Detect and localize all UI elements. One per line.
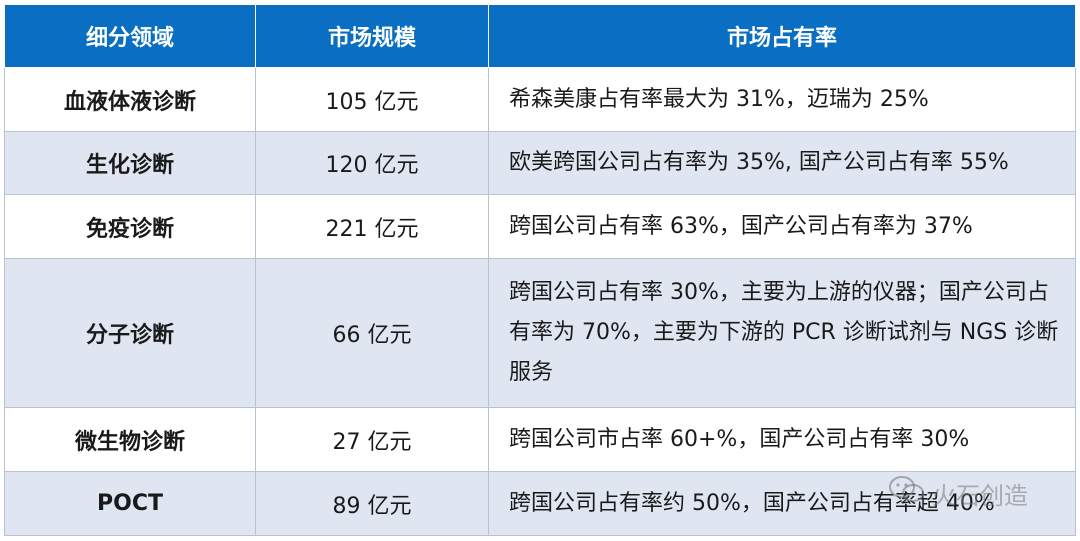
row-field: 分子诊断 (4, 258, 256, 408)
wechat-icon (888, 474, 932, 512)
row-size: 120 亿元 (255, 131, 489, 195)
row-share: 跨国公司占有率 63%，国产公司占有率为 37% (488, 194, 1076, 259)
row-field: 免疫诊断 (4, 194, 256, 259)
row-share: 希森美康占有率最大为 31%，迈瑞为 25% (488, 67, 1076, 132)
row-field: 微生物诊断 (4, 407, 256, 472)
row-size: 66 亿元 (255, 258, 489, 408)
row-share: 跨国公司市占率 60+%，国产公司占有率 30% (488, 407, 1076, 472)
row-field: 血液体液诊断 (4, 67, 256, 132)
market-share-table: 细分领域 市场规模 市场占有率 血液体液诊断 105 亿元 希森美康占有率最大为… (4, 4, 1076, 536)
watermark: 火石创造 (888, 474, 1028, 512)
table-row: 分子诊断 66 亿元 跨国公司占有率 30%，主要为上游的仪器；国产公司占有率为… (4, 258, 1076, 408)
watermark-text: 火石创造 (932, 481, 1028, 510)
header-market-share: 市场占有率 (488, 4, 1076, 68)
row-share: 欧美跨国公司占有率为 35%, 国产公司占有率 55% (488, 131, 1076, 195)
row-size: 221 亿元 (255, 194, 489, 259)
row-field: POCT (4, 471, 256, 536)
row-share: 跨国公司占有率 30%，主要为上游的仪器；国产公司占有率为 70%，主要为下游的… (488, 258, 1076, 408)
table-row: POCT 89 亿元 跨国公司占有率约 50%，国产公司占有率超 40% (4, 471, 1076, 536)
table-row: 生化诊断 120 亿元 欧美跨国公司占有率为 35%, 国产公司占有率 55% (4, 131, 1076, 195)
row-size: 89 亿元 (255, 471, 489, 536)
table-row: 微生物诊断 27 亿元 跨国公司市占率 60+%，国产公司占有率 30% (4, 407, 1076, 472)
row-field: 生化诊断 (4, 131, 256, 195)
row-share: 跨国公司占有率约 50%，国产公司占有率超 40% (488, 471, 1076, 536)
table-row: 免疫诊断 221 亿元 跨国公司占有率 63%，国产公司占有率为 37% (4, 194, 1076, 259)
row-size: 27 亿元 (255, 407, 489, 472)
table-row: 血液体液诊断 105 亿元 希森美康占有率最大为 31%，迈瑞为 25% (4, 67, 1076, 132)
table-header-row: 细分领域 市场规模 市场占有率 (4, 4, 1076, 68)
header-market-size: 市场规模 (255, 4, 489, 68)
row-size: 105 亿元 (255, 67, 489, 132)
header-field: 细分领域 (4, 4, 256, 68)
